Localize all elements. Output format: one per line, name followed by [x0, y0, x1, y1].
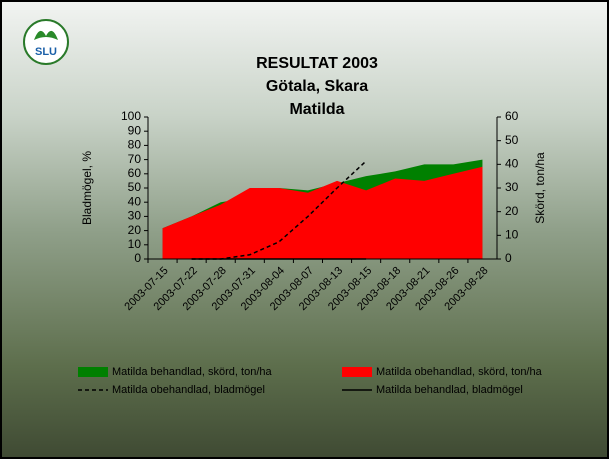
y2-tick-label: 60	[505, 109, 519, 123]
legend-label: Matilda behandlad, skörd, ton/ha	[112, 366, 272, 378]
y-tick-label: 70	[128, 152, 142, 166]
legend-label: Matilda obehandlad, skörd, ton/ha	[376, 366, 543, 378]
chart-title: RESULTAT 2003	[256, 55, 378, 72]
slide: SLU RESULTAT 2003 Götala, Skara Matilda …	[0, 0, 609, 459]
y-tick-label: 20	[128, 223, 142, 237]
y-axis-label: Bladmögel, %	[80, 151, 94, 225]
y-tick-label: 0	[134, 251, 141, 265]
y2-axis-label: Skörd, ton/ha	[533, 152, 547, 224]
y-tick-label: 100	[121, 109, 141, 123]
y-tick-label: 50	[128, 180, 142, 194]
y-tick-label: 90	[128, 123, 142, 137]
legend-swatch	[342, 367, 372, 377]
legend-label: Matilda behandlad, bladmögel	[376, 384, 523, 396]
legend-swatch	[78, 367, 108, 377]
y2-tick-label: 0	[505, 251, 512, 265]
y2-tick-label: 40	[505, 157, 519, 171]
chart-subtitle: Matilda	[289, 101, 344, 118]
logo: SLU	[24, 20, 68, 64]
chart-subtitle: Götala, Skara	[266, 78, 368, 95]
logo-text: SLU	[35, 46, 57, 58]
y-tick-label: 60	[128, 166, 142, 180]
y-tick-label: 40	[128, 194, 142, 208]
y-tick-label: 10	[128, 237, 142, 251]
y-tick-label: 30	[128, 209, 142, 223]
y2-tick-label: 50	[505, 133, 519, 147]
legend-label: Matilda obehandlad, bladmögel	[112, 384, 265, 396]
y2-tick-label: 20	[505, 204, 519, 218]
y2-tick-label: 10	[505, 228, 519, 242]
y-tick-label: 80	[128, 138, 142, 152]
y2-tick-label: 30	[505, 180, 519, 194]
